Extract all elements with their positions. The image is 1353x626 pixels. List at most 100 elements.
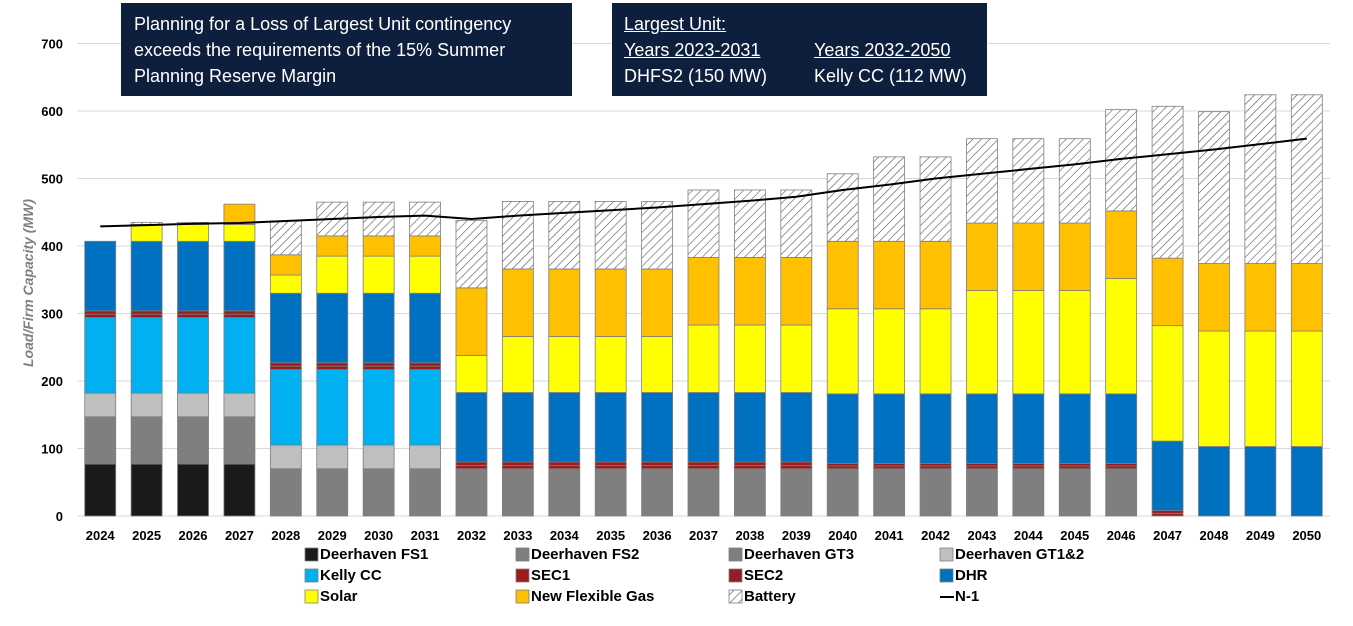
bar-dhr-2032 [455,392,488,463]
bar-new-flexible-gas-2033 [501,268,534,337]
bar-dhr-2044 [1012,393,1045,464]
bar-new-flexible-gas-2048 [1198,263,1230,332]
bar-kelly-cc-2026 [177,317,209,394]
bar-stack-2032 [455,219,488,517]
y-tick-label: 600 [41,104,63,119]
largest-unit-title: Largest Unit: [624,14,727,34]
bar-deerhaven-fs2-2028 [269,468,302,517]
bar-dhr-2039 [780,392,813,463]
bar-deerhaven-gt1and2-2030 [362,444,395,470]
bar-stack-2029 [316,201,349,517]
bar-kelly-cc-2031 [409,369,441,446]
bar-new-flexible-gas-2034 [548,268,581,337]
bar-solar-2049 [1244,330,1277,447]
largest-unit-col1-value: DHFS2 (150 MW) [624,66,768,86]
bar-solar-2045 [1058,290,1091,395]
bar-dhr-2037 [687,392,720,463]
legend-item-battery: Battery [728,588,796,605]
bar-sec1-2036 [641,464,673,470]
x-tick-label: 2039 [782,528,811,543]
bar-stack-2045 [1058,138,1091,517]
bar-deerhaven-gt3-2033 [501,468,534,517]
bar-stack-2046 [1105,109,1138,517]
line-n-1 [100,137,1307,228]
bar-stack-2036 [641,201,673,517]
largest-unit-note: Largest Unit: Years 2023-2031 Years 2032… [612,3,987,96]
largest-unit-col1-header: Years 2023-2031 [624,40,761,60]
legend-item-new-flexible-gas: New Flexible Gas [515,588,654,605]
y-axis-ticks: 0 100 200 300 400 500 600 700 [41,37,63,525]
x-tick-label: 2041 [875,528,904,543]
bar-deerhaven-gt3-2046 [1105,468,1138,517]
bar-solar-2047 [1151,325,1184,442]
x-tick-label: 2049 [1246,528,1275,543]
bar-kelly-cc-2030 [362,369,395,446]
bar-sec2-2025 [130,310,163,315]
bar-battery-2035 [594,201,627,270]
x-tick-label: 2042 [921,528,950,543]
x-tick-label: 2047 [1153,528,1182,543]
bar-deerhaven-gt3-2035 [594,468,627,517]
bar-deerhaven-gt1and2-2031 [409,444,441,470]
bar-deerhaven-fs2-2025 [130,416,163,465]
bar-solar-2029 [316,255,349,294]
largest-unit-col2-value: Kelly CC (112 MW) [814,66,967,86]
legend-swatch [728,547,743,562]
bar-deerhaven-gt1and2-2029 [316,444,349,470]
bar-deerhaven-gt1and2-2024 [84,392,117,418]
legend-swatch [304,568,319,583]
bar-dhr-2042 [919,393,952,464]
bar-new-flexible-gas-2045 [1058,222,1091,291]
bar-stack-2040 [826,173,859,517]
legend-item-deerhaven-gt1and2: Deerhaven GT1&2 [939,546,1084,563]
bar-stack-2026 [177,221,209,517]
bar-battery-2037 [687,189,720,258]
x-tick-label: 2037 [689,528,718,543]
bar-stack-2041 [873,156,906,517]
bar-deerhaven-gt3-2042 [919,468,952,517]
bar-deerhaven-gt3-2036 [641,468,673,517]
bar-deerhaven-gt3-2039 [780,468,813,517]
bar-sec2-2034 [548,461,581,466]
legend-label: Deerhaven GT1&2 [955,546,1084,563]
bar-battery-2040 [826,173,859,242]
bar-sec2-2045 [1058,462,1091,467]
bar-new-flexible-gas-2047 [1151,257,1184,327]
bar-new-flexible-gas-2042 [919,240,952,310]
bar-solar-2031 [409,255,441,294]
bar-dhr-2034 [548,392,581,463]
bar-solar-2036 [641,336,673,393]
bar-sec1-2032 [455,464,488,470]
bar-deerhaven-fs1-2024 [84,463,117,517]
x-tick-label: 2033 [503,528,532,543]
bar-battery-2030 [362,201,395,237]
legend-swatch [515,568,530,583]
bar-new-flexible-gas-2030 [362,235,395,257]
n-1-line [100,137,1307,228]
bar-stack-2049 [1244,94,1277,517]
bar-sec2-2030 [362,362,395,367]
bar-dhr-2041 [873,393,906,464]
bar-dhr-2029 [316,292,349,364]
bar-dhr-2026 [177,240,209,312]
bar-deerhaven-fs1-2026 [177,463,209,517]
bar-stack-2037 [687,189,720,517]
bar-dhr-2033 [501,392,534,463]
bar-dhr-2036 [641,392,673,463]
bar-sec2-2035 [594,461,627,466]
bar-new-flexible-gas-2031 [409,235,441,257]
bar-sec2-2042 [919,462,952,467]
x-tick-label: 2038 [735,528,764,543]
bar-solar-2033 [501,336,534,393]
bar-solar-2032 [455,354,488,393]
bar-sec2-2024 [84,310,117,315]
x-tick-label: 2025 [132,528,161,543]
bar-deerhaven-fs2-2026 [177,416,209,465]
legend-label: New Flexible Gas [531,588,654,605]
bar-sec1-2038 [734,464,766,470]
bar-stack-2048 [1198,111,1230,517]
bar-solar-2038 [734,324,766,393]
bar-solar-2027 [223,223,256,242]
bar-deerhaven-fs1-2027 [223,463,256,517]
legend-item-sec2: SEC2 [728,567,783,584]
